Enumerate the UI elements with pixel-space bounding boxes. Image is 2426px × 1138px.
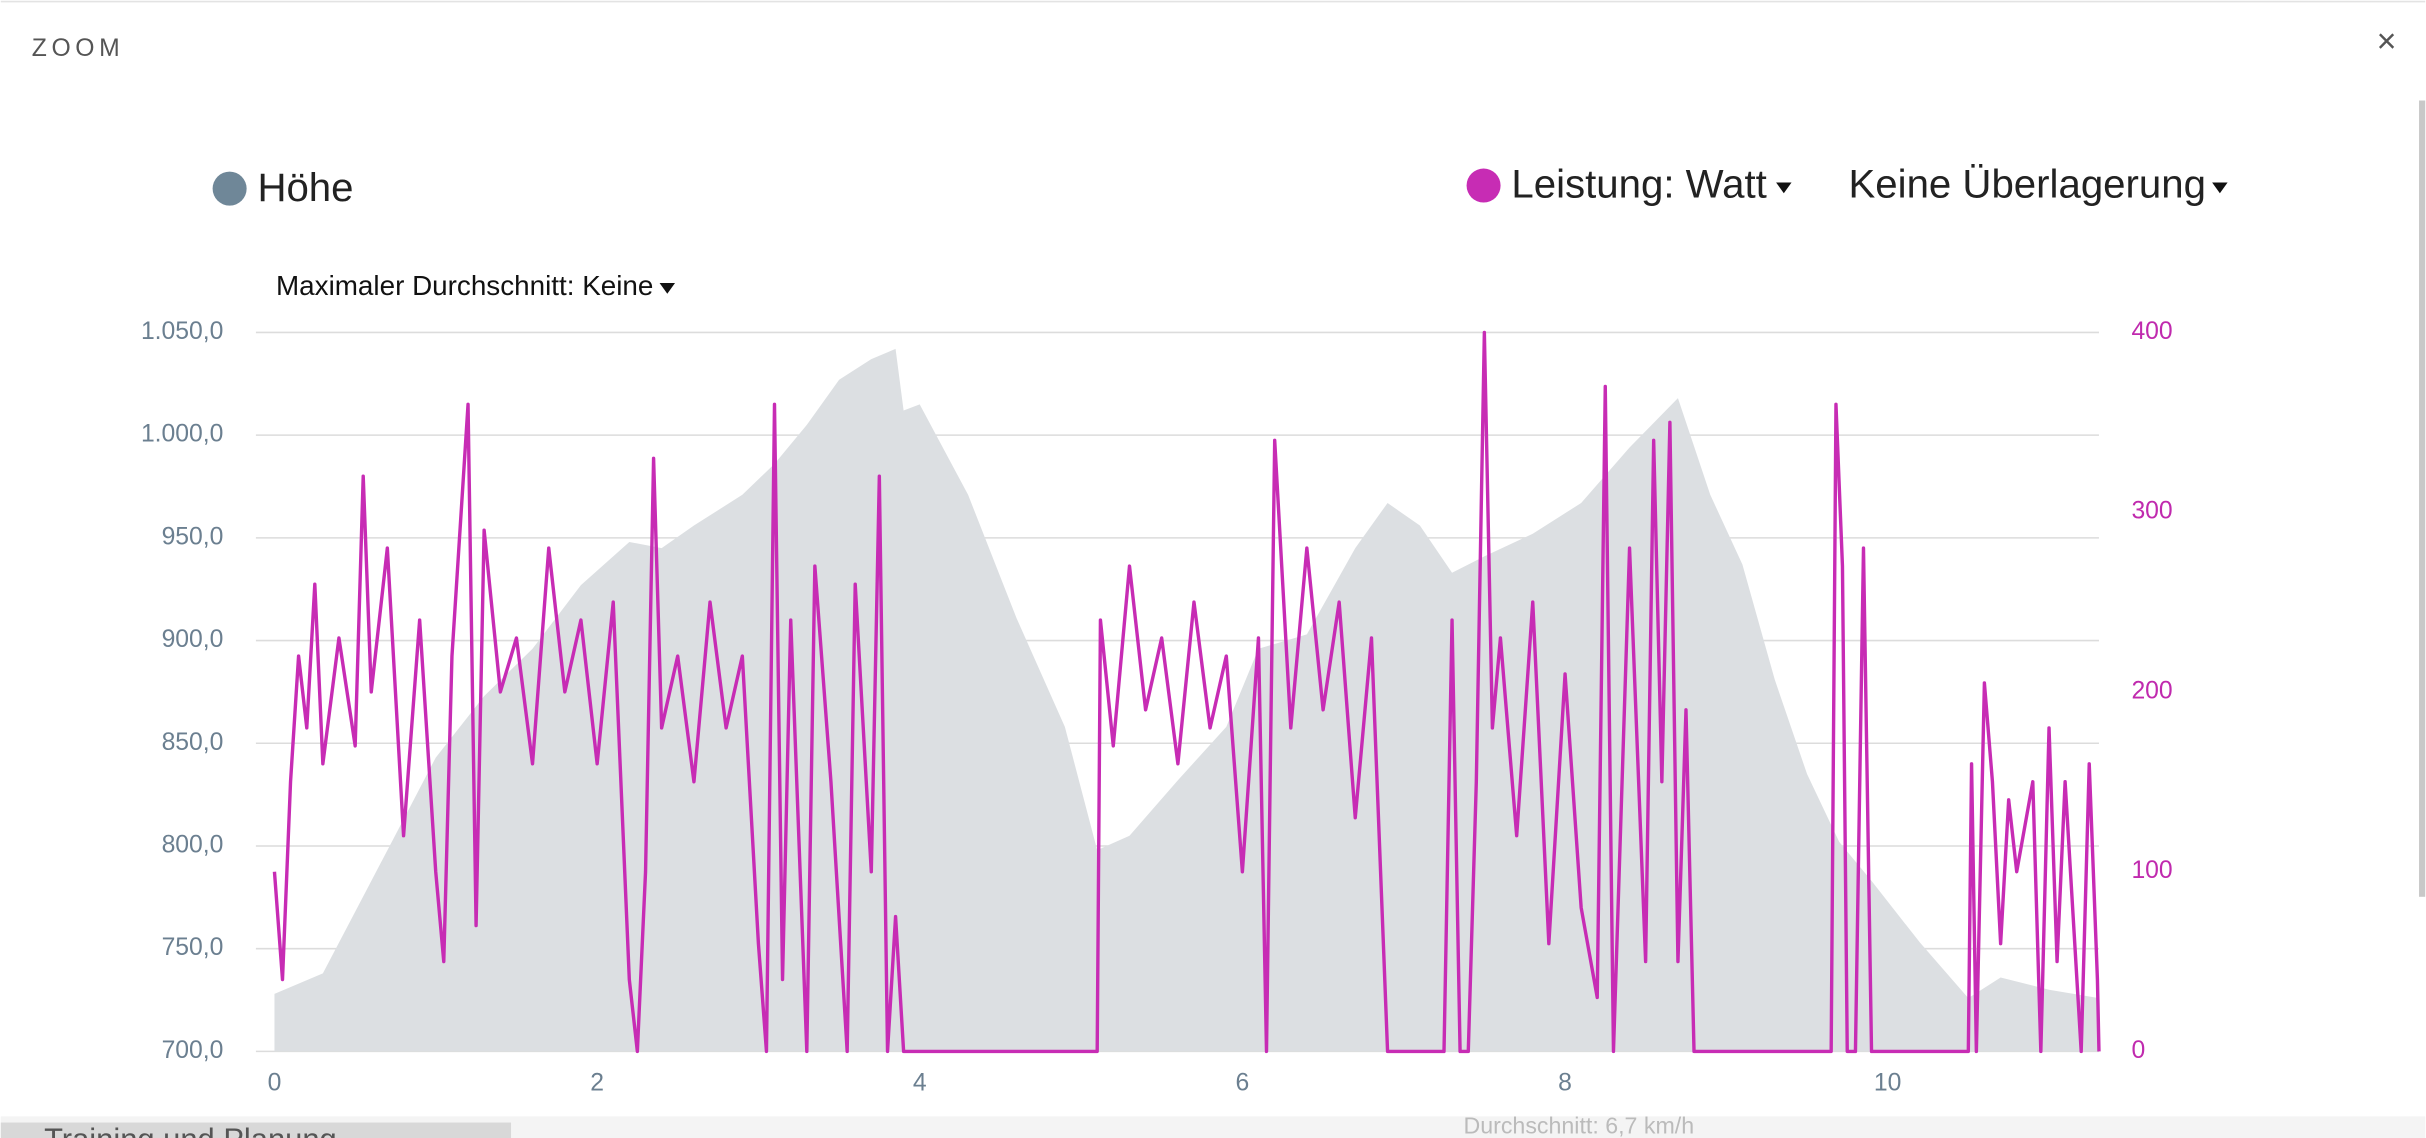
legend-swatch bbox=[212, 171, 247, 206]
legend-label[interactable]: Leistung: Watt bbox=[1511, 162, 1766, 207]
x-tick-label: 8 bbox=[1558, 1069, 1572, 1096]
scrollbar bbox=[2419, 100, 2426, 897]
y2-tick-label: 400 bbox=[2131, 318, 2172, 345]
x-tick-label: 6 bbox=[1235, 1069, 1249, 1096]
legend-swatch bbox=[1466, 168, 1501, 203]
y2-tick-label: 100 bbox=[2131, 857, 2172, 884]
y-tick-label: 1.000,0 bbox=[141, 421, 223, 448]
x-tick-label: 4 bbox=[913, 1069, 927, 1096]
y-tick-label: 700,0 bbox=[162, 1037, 224, 1064]
x-tick-label: 2 bbox=[590, 1069, 604, 1096]
power-line bbox=[272, 330, 2101, 1054]
x-tick-label: 0 bbox=[268, 1069, 282, 1096]
y-tick-label: 1.050,0 bbox=[141, 318, 223, 345]
y2-tick-label: 0 bbox=[2131, 1037, 2145, 1064]
y-tick-label: 800,0 bbox=[162, 832, 224, 859]
dropdown-arrow[interactable] bbox=[2212, 182, 2228, 194]
background-page bbox=[0, 1116, 2426, 1138]
close-button[interactable]: × bbox=[2377, 22, 2397, 60]
dropdown-arrow[interactable] bbox=[1776, 182, 1792, 194]
max-average-dropdown[interactable]: Maximaler Durchschnitt: Keine bbox=[276, 270, 653, 301]
y2-tick-label: 200 bbox=[2131, 677, 2172, 704]
background-tab-label: Training und Planung bbox=[44, 1121, 337, 1138]
legend-label: Höhe bbox=[257, 165, 353, 210]
dialog-title: ZOOM bbox=[32, 35, 125, 62]
x-tick-label: 10 bbox=[1874, 1069, 1902, 1096]
y-tick-label: 900,0 bbox=[162, 626, 224, 653]
y-tick-label: 950,0 bbox=[162, 523, 224, 550]
background-tab bbox=[0, 1122, 512, 1138]
y-tick-label: 850,0 bbox=[162, 729, 224, 756]
y-tick-label: 750,0 bbox=[162, 934, 224, 961]
chart: 700,0 750,0 800,0 850,0 900,0 950,0 1.000,0 1.0… bbox=[141, 318, 2173, 1096]
background-summary: Durchschnitt: 6,7 km/h bbox=[1463, 1112, 1694, 1138]
overlay-dropdown[interactable]: Keine Überlagerung bbox=[1848, 162, 2205, 207]
dropdown-arrow[interactable] bbox=[659, 282, 676, 294]
y2-tick-label: 300 bbox=[2131, 498, 2172, 525]
